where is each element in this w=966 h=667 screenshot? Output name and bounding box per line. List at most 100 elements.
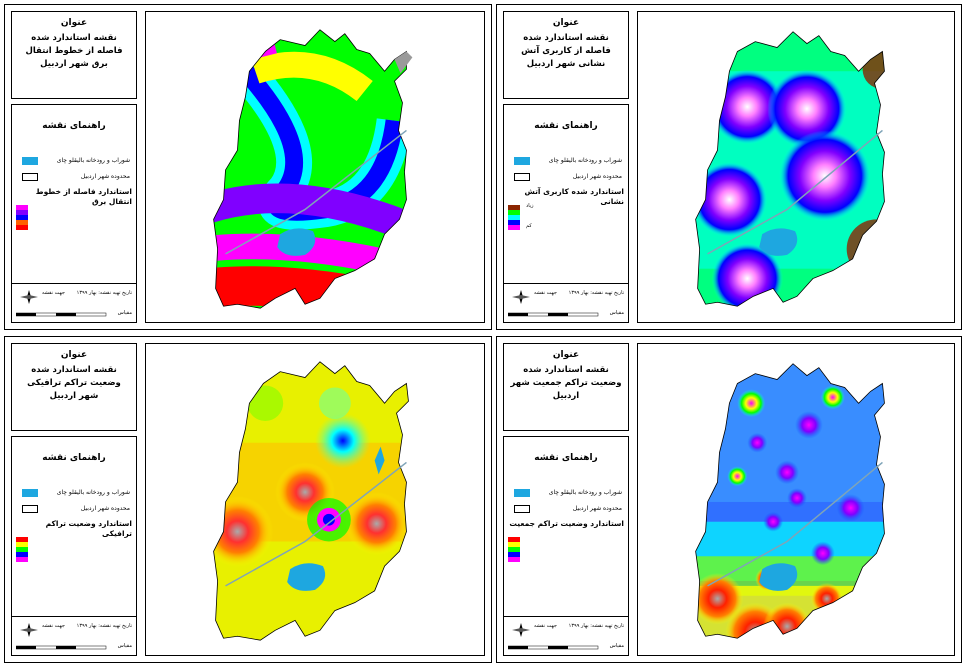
water-swatch: [514, 489, 530, 497]
footer-north-label: جهت نقشه: [42, 290, 65, 296]
footer-scale-label: مقیاس: [609, 643, 624, 649]
scale-bar: [16, 312, 107, 317]
footer-scale-label: مقیاس: [609, 310, 624, 316]
title-label: عنوان: [60, 18, 88, 28]
map-panel-fire-stations: عنوان نقشه استاندارد شده فاصله از کاربری…: [496, 4, 962, 330]
legend-title: راهنمای نقشه: [42, 453, 106, 463]
legend-boundary-label: محدوده شهر اردبیل: [80, 505, 130, 512]
choropleth-map: [213, 29, 413, 309]
map-sidebar: عنوان نقشه استاندارد شده وضعیت تراکم ترا…: [11, 343, 137, 656]
map-sidebar: عنوان نقشه استاندارد شده فاصله از کاربری…: [503, 11, 629, 323]
footer-north-label: جهت نقشه: [42, 623, 65, 629]
shoorab-lake: [287, 563, 326, 591]
legend-boundary-row: محدوده شهر اردبیل: [510, 503, 622, 515]
legend-title: راهنمای نقشه: [42, 121, 106, 131]
legend-title: راهنمای نقشه: [534, 453, 598, 463]
color-ramp: [16, 205, 28, 230]
legend-layer-title: استاندارد شده کاربری آتش نشانی: [524, 187, 624, 206]
legend-boundary-label: محدوده شهر اردبیل: [572, 173, 622, 180]
title-box: عنوان نقشه استاندارد شده وضعیت تراکم جمع…: [503, 343, 629, 431]
title-label: عنوان: [552, 350, 580, 360]
legend-boundary-row: محدوده شهر اردبیل: [510, 171, 622, 183]
scale-bar: [508, 645, 599, 650]
map-frame: [145, 343, 485, 656]
river: [225, 461, 407, 587]
legend-layer-title: استاندارد فاصله از خطوط انتقال برق: [35, 187, 132, 206]
color-ramp: [16, 537, 28, 562]
boundary-swatch: [514, 173, 530, 181]
water-body: [374, 446, 385, 475]
title-box: عنوان نقشه استاندارد شده فاصله از کاربری…: [503, 11, 629, 99]
choropleth-map: [695, 363, 885, 639]
map-title: نقشه استاندارد شده وضعیت تراکم ترافیکی ش…: [27, 365, 121, 401]
legend-boundary-label: محدوده شهر اردبیل: [572, 505, 622, 512]
shoorab-lake: [277, 228, 316, 256]
water-swatch: [22, 157, 38, 165]
legend-water-row: شوراب و رودخانه باليقلو چای: [510, 487, 622, 499]
water-swatch: [514, 157, 530, 165]
color-ramp: [508, 205, 520, 230]
map-sidebar: عنوان نقشه استاندارد شده فاصله از خطوط ا…: [11, 11, 137, 323]
boundary-swatch: [514, 505, 530, 513]
footer-scale-label: مقیاس: [117, 310, 132, 316]
legend-boundary-label: محدوده شهر اردبیل: [80, 173, 130, 180]
footer-box: تاریخ تهیه نقشه: بهار ۱۳۹۹ جهت نقشه مقیا…: [11, 283, 137, 323]
map-frame: [145, 11, 485, 323]
legend-water-label: شوراب و رودخانه باليقلو چای: [56, 489, 130, 496]
footer-north-label: جهت نقشه: [534, 623, 557, 629]
legend-water-label: شوراب و رودخانه باليقلو چای: [548, 157, 622, 164]
footer-box: تاریخ تهیه نقشه: بهار ۱۳۹۹ جهت نقشه مقیا…: [503, 616, 629, 656]
footer-date: تاریخ تهیه نقشه: بهار ۱۳۹۹: [76, 623, 132, 629]
legend-box: راهنمای نقشه شوراب و رودخانه باليقلو چای…: [11, 436, 137, 622]
legend-layer-title: استاندارد وضعیت تراکم جمعیت: [509, 519, 624, 528]
boundary-swatch: [22, 173, 38, 181]
legend-box: راهنمای نقشه شوراب و رودخانه باليقلو چای…: [503, 436, 629, 622]
scale-bar: [16, 645, 107, 650]
title-box: عنوان نقشه استاندارد شده فاصله از خطوط ا…: [11, 11, 137, 99]
title-label: عنوان: [552, 18, 580, 28]
color-ramp: [508, 537, 520, 562]
map-panel-population: عنوان نقشه استاندارد شده وضعیت تراکم جمع…: [496, 336, 962, 663]
outside-area: [394, 51, 413, 74]
river: [225, 129, 407, 255]
map-panel-traffic: عنوان نقشه استاندارد شده وضعیت تراکم ترا…: [4, 336, 492, 663]
legend-water-row: شوراب و رودخانه باليقلو چای: [18, 487, 130, 499]
city-boundary: [213, 29, 407, 309]
north-arrow-icon: [512, 290, 530, 304]
footer-north-label: جهت نقشه: [534, 290, 557, 296]
river: [707, 129, 883, 255]
choropleth-map: [695, 31, 885, 307]
footer-box: تاریخ تهیه نقشه: بهار ۱۳۹۹ جهت نقشه مقیا…: [503, 283, 629, 323]
footer-box: تاریخ تهیه نقشه: بهار ۱۳۹۹ جهت نقشه مقیا…: [11, 616, 137, 656]
north-arrow-icon: [20, 290, 38, 304]
city-boundary: [695, 363, 885, 639]
legend-water-label: شوراب و رودخانه باليقلو چای: [56, 157, 130, 164]
legend-box: راهنمای نقشه شوراب و رودخانه باليقلو چای…: [11, 104, 137, 290]
legend-water-row: شوراب و رودخانه باليقلو چای: [18, 155, 130, 167]
legend-layer-title: استاندارد وضعیت تراکم ترافیکی: [45, 519, 132, 538]
city-boundary: [213, 361, 409, 641]
city-boundary: [695, 31, 885, 307]
map-title: نقشه استاندارد شده فاصله از خطوط انتقال …: [25, 33, 123, 69]
legend-title: راهنمای نقشه: [534, 121, 598, 131]
footer-date: تاریخ تهیه نقشه: بهار ۱۳۹۹: [76, 290, 132, 296]
footer-scale-label: مقیاس: [117, 643, 132, 649]
map-frame: [637, 11, 955, 323]
map-title: نقشه استاندارد شده فاصله از کاربری آتش ن…: [521, 33, 611, 69]
title-label: عنوان: [60, 350, 88, 360]
north-arrow-icon: [512, 623, 530, 637]
boundary-swatch: [22, 505, 38, 513]
shoorab-lake: [759, 228, 798, 256]
map-panel-power-lines: عنوان نقشه استاندارد شده فاصله از خطوط ا…: [4, 4, 492, 330]
choropleth-map: [213, 361, 409, 641]
map-frame: [637, 343, 955, 656]
water-swatch: [22, 489, 38, 497]
map-sidebar: عنوان نقشه استاندارد شده وضعیت تراکم جمع…: [503, 343, 629, 656]
legend-box: راهنمای نقشه شوراب و رودخانه باليقلو چای…: [503, 104, 629, 290]
shoorab-lake: [759, 563, 798, 591]
scale-bar: [508, 312, 599, 317]
river: [707, 461, 883, 587]
legend-boundary-row: محدوده شهر اردبیل: [18, 503, 130, 515]
legend-water-label: شوراب و رودخانه باليقلو چای: [548, 489, 622, 496]
title-box: عنوان نقشه استاندارد شده وضعیت تراکم ترا…: [11, 343, 137, 431]
